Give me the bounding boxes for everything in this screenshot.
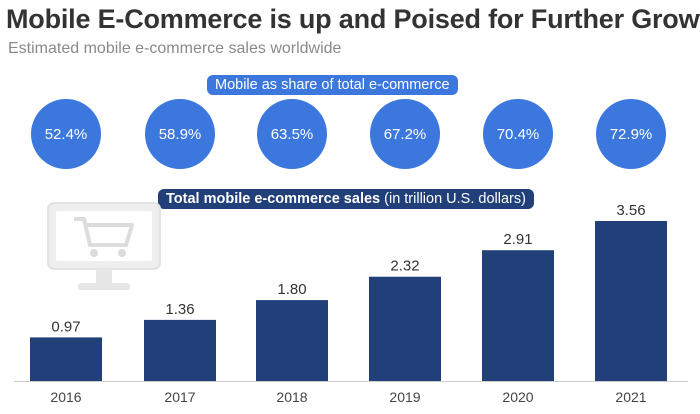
bar-value-label-2016: 0.97 — [51, 318, 80, 335]
bar-value-label-2019: 2.32 — [390, 258, 419, 275]
bar-2019 — [369, 276, 441, 381]
bar-2016 — [30, 337, 102, 381]
share-circle-2021: 72.9% — [596, 99, 666, 169]
shopping-cart-monitor-icon — [47, 202, 161, 290]
bar-value-label-2021: 3.56 — [616, 202, 645, 219]
bar-2020 — [482, 250, 554, 381]
x-tick-label-2018: 2018 — [276, 389, 307, 405]
bar-2021 — [595, 221, 667, 381]
x-tick-label-2019: 2019 — [389, 389, 420, 405]
share-circle-2020: 70.4% — [483, 99, 553, 169]
bar-value-label-2020: 2.91 — [503, 231, 532, 248]
sales-header-unit: (in trillion U.S. dollars) — [384, 191, 526, 207]
share-circle-2018: 63.5% — [257, 99, 327, 169]
sales-header-title: Total mobile e-commerce sales — [166, 191, 381, 207]
share-circle-2016: 52.4% — [31, 99, 101, 169]
x-tick-label-2021: 2021 — [615, 389, 646, 405]
chart-subtitle: Estimated mobile e-commerce sales worldw… — [8, 40, 342, 57]
bar-2017 — [144, 319, 216, 381]
x-tick-label-2020: 2020 — [502, 389, 533, 405]
bar-value-label-2017: 1.36 — [165, 301, 194, 318]
sales-header-badge: Total mobile e-commerce sales (in trilli… — [158, 189, 534, 209]
chart-title: Mobile E-Commerce is up and Poised for F… — [6, 4, 700, 34]
x-tick-label-2016: 2016 — [50, 389, 81, 405]
share-header-badge: Mobile as share of total e-commerce — [207, 75, 458, 95]
bar-2018 — [256, 300, 328, 381]
share-circle-2019: 67.2% — [370, 99, 440, 169]
bar-value-label-2018: 1.80 — [277, 281, 306, 298]
x-tick-label-2017: 2017 — [164, 389, 195, 405]
share-circle-2017: 58.9% — [145, 99, 215, 169]
